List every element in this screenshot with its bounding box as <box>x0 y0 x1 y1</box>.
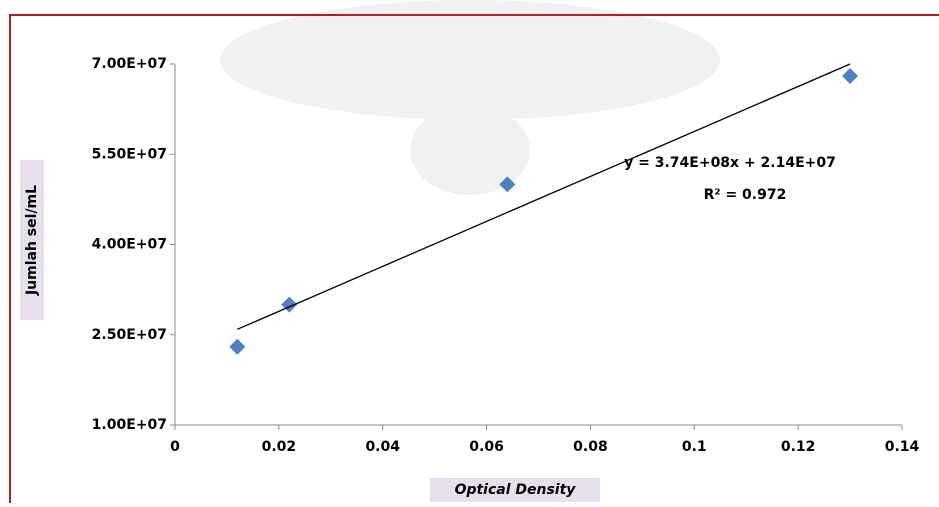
r-squared: R² = 0.972 <box>704 187 787 203</box>
data-point <box>842 68 859 85</box>
y-axis-label: Jumlah sel/mL <box>24 185 40 296</box>
data-point <box>229 338 246 355</box>
y-tick-label: 1.00E+07 <box>92 417 167 433</box>
x-tick-label: 0 <box>170 439 180 455</box>
x-tick-label: 0.08 <box>573 439 608 455</box>
watermark <box>220 0 720 195</box>
equation: y = 3.74E+08x + 2.14E+07 <box>624 155 836 171</box>
data-point <box>499 176 516 193</box>
y-tick-label: 7.00E+07 <box>92 56 167 72</box>
x-tick-label: 0.14 <box>885 439 920 455</box>
y-label-box <box>20 160 44 320</box>
frame <box>9 14 939 503</box>
x-axis-label: Optical Density <box>455 482 577 498</box>
trendline <box>237 63 851 330</box>
x-tick-label: 0.06 <box>469 439 504 455</box>
x-label-box <box>430 478 600 502</box>
y-tick-label: 2.50E+07 <box>92 327 167 343</box>
x-tick-label: 0.1 <box>682 439 707 455</box>
x-tick-label: 0.12 <box>781 439 816 455</box>
y-tick-label: 4.00E+07 <box>92 237 167 253</box>
x-tick-label: 0.04 <box>365 439 400 455</box>
y-tick-label: 5.50E+07 <box>92 146 167 162</box>
x-tick-label: 0.02 <box>262 439 297 455</box>
